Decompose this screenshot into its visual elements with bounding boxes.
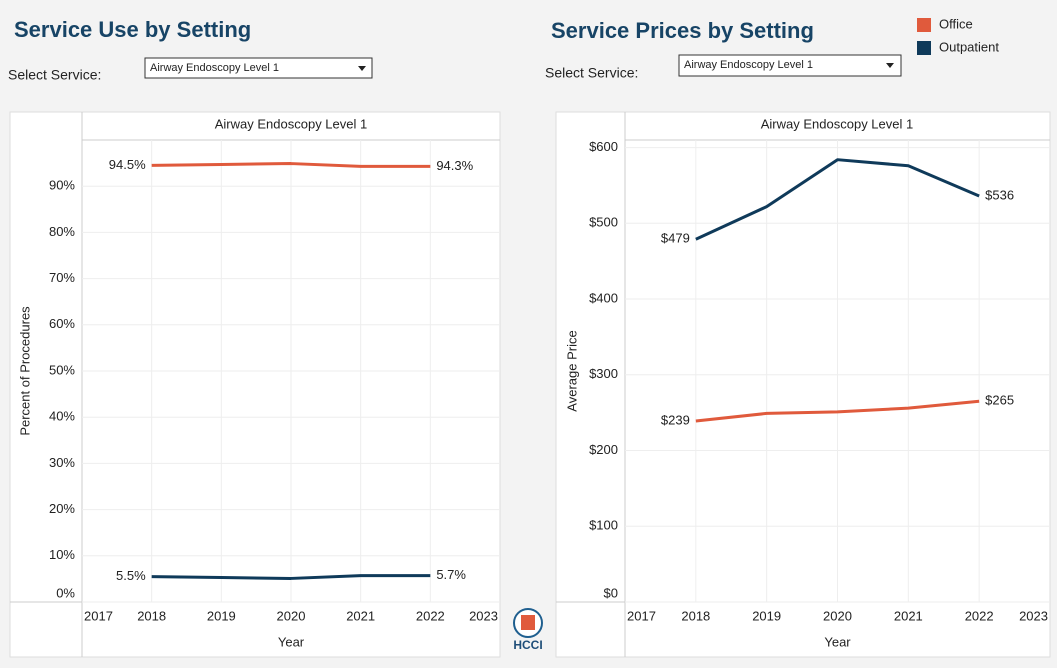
data-label: $239 xyxy=(661,412,690,427)
x-tick-label: 2017 xyxy=(627,608,656,623)
chart-title: Service Prices by Setting xyxy=(551,18,814,43)
x-tick-label: 2022 xyxy=(416,608,445,623)
data-label: 94.3% xyxy=(436,158,473,173)
data-label: $479 xyxy=(661,231,690,246)
line-series xyxy=(695,158,980,241)
y-tick-label: $500 xyxy=(589,215,618,230)
y-tick-label: $0 xyxy=(604,585,618,600)
x-tick-label: 2022 xyxy=(965,608,994,623)
y-axis-label: Average Price xyxy=(564,330,579,411)
y-tick-label: 20% xyxy=(49,501,75,516)
x-tick-label: 2021 xyxy=(346,608,375,623)
select-label: Select Service: xyxy=(8,67,101,83)
x-axis-label: Year xyxy=(278,634,305,649)
dropdown-arrow[interactable] xyxy=(886,63,894,68)
x-tick-label: 2017 xyxy=(84,608,113,623)
y-tick-label: 40% xyxy=(49,409,75,424)
y-tick-label: 90% xyxy=(49,178,75,193)
data-label: 5.5% xyxy=(116,568,146,583)
y-tick-label: $100 xyxy=(589,518,618,533)
x-tick-label: 2019 xyxy=(207,608,236,623)
y-tick-label: $300 xyxy=(589,366,618,381)
x-tick-label: 2021 xyxy=(894,608,923,623)
chart-title: Service Use by Setting xyxy=(14,17,251,42)
dropdown[interactable]: Airway Endoscopy Level 1 xyxy=(144,57,373,79)
dropdown-value[interactable]: Airway Endoscopy Level 1 xyxy=(684,59,813,71)
x-tick-label: 2023 xyxy=(1019,608,1048,623)
panel xyxy=(9,111,501,658)
line-series xyxy=(695,399,980,423)
legend-label: Outpatient xyxy=(939,39,999,54)
dropdown-value[interactable]: Airway Endoscopy Level 1 xyxy=(150,62,279,74)
line-series xyxy=(151,574,431,580)
panel-header: Airway Endoscopy Level 1 xyxy=(215,116,367,131)
data-label: 5.7% xyxy=(436,567,466,582)
legend-label: Office xyxy=(939,16,973,31)
y-tick-label: $200 xyxy=(589,442,618,457)
y-tick-label: 0% xyxy=(56,585,75,600)
x-tick-label: 2023 xyxy=(469,608,498,623)
x-tick-label: 2018 xyxy=(681,608,710,623)
dropdown-box[interactable] xyxy=(678,54,902,77)
data-label: $265 xyxy=(985,393,1014,408)
y-tick-label: 70% xyxy=(49,270,75,285)
y-tick-label: 60% xyxy=(49,316,75,331)
line-series xyxy=(151,162,431,168)
panel xyxy=(555,111,1051,658)
y-tick-label: $400 xyxy=(589,290,618,305)
panel-header: Airway Endoscopy Level 1 xyxy=(761,116,913,131)
x-tick-label: 2020 xyxy=(277,608,306,623)
legend-swatch xyxy=(917,18,931,32)
y-tick-label: $600 xyxy=(589,139,618,154)
dropdown-box[interactable] xyxy=(144,57,373,79)
select-label: Select Service: xyxy=(545,65,638,81)
data-label: $536 xyxy=(985,187,1014,202)
x-tick-label: 2020 xyxy=(823,608,852,623)
x-tick-label: 2019 xyxy=(752,608,781,623)
y-tick-label: 50% xyxy=(49,362,75,377)
dropdown-arrow[interactable] xyxy=(358,66,366,71)
logo-text: HCCI xyxy=(513,638,542,652)
y-tick-label: 80% xyxy=(49,224,75,239)
logo-icon xyxy=(521,615,535,630)
y-axis-label: Percent of Procedures xyxy=(17,306,32,436)
x-tick-label: 2018 xyxy=(137,608,166,623)
data-label: 94.5% xyxy=(109,157,146,172)
y-tick-label: 10% xyxy=(49,547,75,562)
x-axis-label: Year xyxy=(824,634,851,649)
dropdown[interactable]: Airway Endoscopy Level 1 xyxy=(678,54,902,77)
y-tick-label: 30% xyxy=(49,455,75,470)
legend-swatch xyxy=(917,41,931,55)
